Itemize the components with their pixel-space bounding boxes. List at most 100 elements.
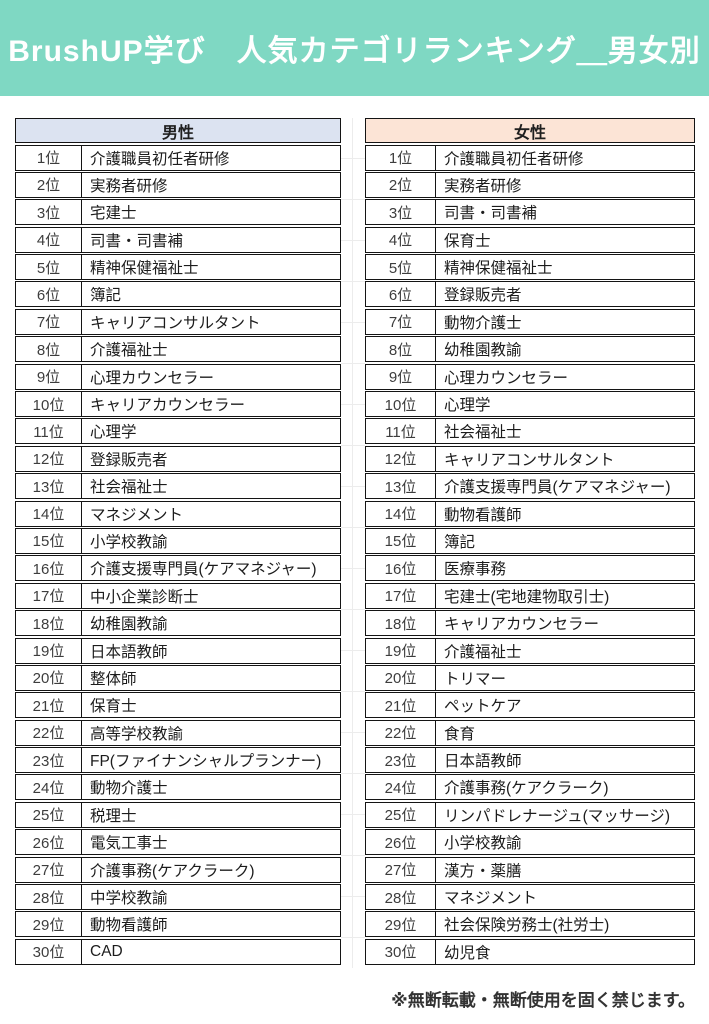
category-name: 社会福祉士 bbox=[444, 424, 522, 442]
table-row: 6位 登録販売者 bbox=[365, 281, 695, 308]
rank-cell: 12位 bbox=[16, 446, 82, 471]
category-name: キャリアカウンセラー bbox=[90, 397, 246, 415]
table-row: 18位 キャリアカウンセラー bbox=[365, 610, 695, 637]
category-name: 介護職員初任者研修 bbox=[444, 150, 584, 168]
rank-cell: 26位 bbox=[16, 830, 82, 855]
rank-cell: 5位 bbox=[366, 255, 436, 280]
table-row: 3位 司書・司書補 bbox=[365, 199, 695, 226]
rank-cell: 30位 bbox=[16, 939, 82, 964]
rank-cell: 13位 bbox=[16, 474, 82, 499]
category-name: キャリアコンサルタント bbox=[444, 451, 615, 469]
category-name: 介護事務(ケアクラーク) bbox=[90, 862, 255, 880]
category-name: 高等学校教諭 bbox=[90, 725, 184, 743]
category-name: 簿記 bbox=[90, 287, 122, 305]
rank-cell: 16位 bbox=[16, 556, 82, 581]
rank-cell: 16位 bbox=[366, 556, 436, 581]
rank-cell: 19位 bbox=[16, 638, 82, 663]
category-name: 介護福祉士 bbox=[90, 342, 168, 360]
table-row: 27位 漢方・薬膳 bbox=[365, 856, 695, 883]
category-name: 小学校教諭 bbox=[90, 533, 168, 551]
category-name: 小学校教諭 bbox=[444, 835, 522, 853]
rank-cell: 22位 bbox=[366, 720, 436, 745]
rank-cell: 11位 bbox=[16, 419, 82, 444]
category-name: 動物看護師 bbox=[444, 506, 522, 524]
category-name: 電気工事士 bbox=[90, 835, 168, 853]
category-name: 動物介護士 bbox=[444, 314, 522, 332]
category-name: 心理カウンセラー bbox=[90, 369, 215, 387]
spreadsheet-gridlines bbox=[341, 118, 365, 968]
rank-cell: 1位 bbox=[366, 145, 436, 170]
table-row: 7位 キャリアコンサルタント bbox=[15, 308, 341, 335]
category-name: 介護支援専門員(ケアマネジャー) bbox=[444, 479, 671, 497]
category-name: 幼稚園教諭 bbox=[90, 616, 168, 634]
rank-cell: 7位 bbox=[16, 309, 82, 334]
table-row: 8位 介護福祉士 bbox=[15, 336, 341, 363]
rank-cell: 28位 bbox=[16, 885, 82, 910]
category-name: 中小企業診断士 bbox=[90, 588, 199, 606]
category-name: 動物看護師 bbox=[90, 917, 168, 935]
table-row: 9位 心理カウンセラー bbox=[365, 363, 695, 390]
female-ranking-table: 女性 1位 介護職員初任者研修 2位 実務者研修 3位 司書・司書補 bbox=[365, 118, 695, 966]
rank-cell: 8位 bbox=[16, 337, 82, 362]
rank-cell: 10位 bbox=[366, 392, 436, 417]
rank-cell: 21位 bbox=[16, 693, 82, 718]
rank-cell: 23位 bbox=[366, 748, 436, 773]
table-row: 10位 心理学 bbox=[365, 391, 695, 418]
rank-cell: 10位 bbox=[16, 392, 82, 417]
table-row: 25位 税理士 bbox=[15, 801, 341, 828]
category-name: FP(ファイナンシャルプランナー) bbox=[90, 753, 322, 771]
table-row: 26位 小学校教諭 bbox=[365, 829, 695, 856]
rank-cell: 29位 bbox=[366, 912, 436, 937]
table-row: 11位 社会福祉士 bbox=[365, 418, 695, 445]
table-row: 18位 幼稚園教諭 bbox=[15, 610, 341, 637]
table-row: 19位 介護福祉士 bbox=[365, 637, 695, 664]
table-row: 22位 高等学校教諭 bbox=[15, 719, 341, 746]
table-row: 27位 介護事務(ケアクラーク) bbox=[15, 856, 341, 883]
table-row: 6位 簿記 bbox=[15, 281, 341, 308]
category-name: CAD bbox=[90, 942, 123, 960]
rank-cell: 19位 bbox=[366, 638, 436, 663]
table-row: 28位 中学校教諭 bbox=[15, 884, 341, 911]
rank-cell: 14位 bbox=[16, 501, 82, 526]
table-row: 21位 ペットケア bbox=[365, 692, 695, 719]
table-row: 3位 宅建士 bbox=[15, 199, 341, 226]
category-name: 登録販売者 bbox=[90, 451, 168, 469]
category-name: マネジメント bbox=[444, 890, 538, 908]
table-row: 13位 社会福祉士 bbox=[15, 473, 341, 500]
table-row: 11位 心理学 bbox=[15, 418, 341, 445]
rank-cell: 20位 bbox=[16, 665, 82, 690]
category-name: 保育士 bbox=[90, 698, 137, 716]
page-title: BrushUP学び 人気カテゴリランキング＿男女別 bbox=[8, 35, 701, 68]
table-row: 15位 小学校教諭 bbox=[15, 527, 341, 554]
category-name: 幼児食 bbox=[444, 944, 491, 962]
title-banner: BrushUP学び 人気カテゴリランキング＿男女別 bbox=[0, 0, 709, 96]
table-row: 26位 電気工事士 bbox=[15, 829, 341, 856]
category-name: 社会保険労務士(社労士) bbox=[444, 917, 610, 935]
rank-cell: 18位 bbox=[16, 611, 82, 636]
table-row: 2位 実務者研修 bbox=[15, 171, 341, 198]
category-name: 宅建士(宅地建物取引士) bbox=[444, 588, 610, 606]
category-name: 介護支援専門員(ケアマネジャー) bbox=[90, 561, 317, 579]
category-name: 介護福祉士 bbox=[444, 643, 522, 661]
table-row: 30位 幼児食 bbox=[365, 938, 695, 965]
rank-cell: 9位 bbox=[16, 364, 82, 389]
rank-cell: 24位 bbox=[366, 775, 436, 800]
female-table-rows: 1位 介護職員初任者研修 2位 実務者研修 3位 司書・司書補 4位 保育士 bbox=[365, 144, 695, 965]
table-row: 20位 整体師 bbox=[15, 664, 341, 691]
rank-cell: 3位 bbox=[366, 200, 436, 225]
table-row: 15位 簿記 bbox=[365, 527, 695, 554]
table-row: 8位 幼稚園教諭 bbox=[365, 336, 695, 363]
category-name: 漢方・薬膳 bbox=[444, 862, 522, 880]
table-row: 29位 動物看護師 bbox=[15, 911, 341, 938]
rank-cell: 8位 bbox=[366, 337, 436, 362]
rank-cell: 29位 bbox=[16, 912, 82, 937]
rank-cell: 2位 bbox=[366, 172, 436, 197]
rank-cell: 27位 bbox=[366, 857, 436, 882]
rank-cell: 11位 bbox=[366, 419, 436, 444]
rank-cell: 23位 bbox=[16, 748, 82, 773]
category-name: トリマー bbox=[444, 670, 507, 688]
rank-cell: 5位 bbox=[16, 255, 82, 280]
table-row: 28位 マネジメント bbox=[365, 884, 695, 911]
rank-cell: 4位 bbox=[16, 227, 82, 252]
